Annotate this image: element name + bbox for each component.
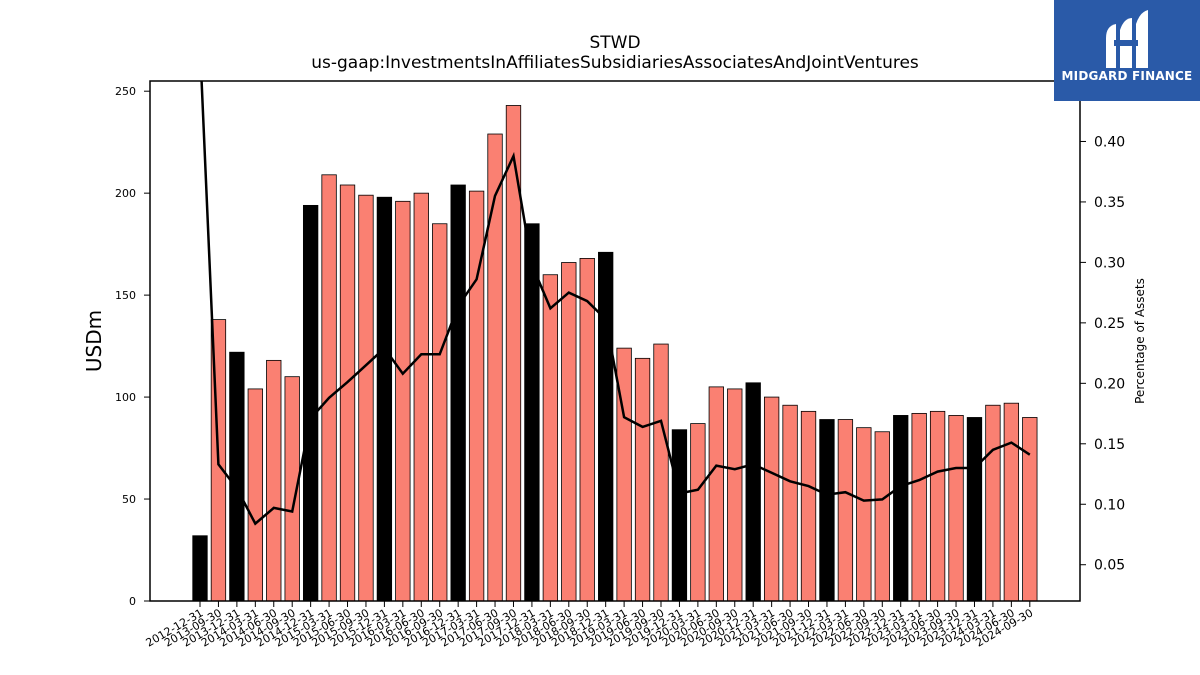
bar-2021-12-31 [820, 420, 835, 601]
y2-tick-label: 0.20 [1094, 376, 1125, 392]
bar-2017-12-31 [525, 224, 540, 601]
bar-2022-12-31 [893, 415, 908, 601]
midgard-logo: MIDGARD FINANCE [1054, 0, 1200, 101]
bar-2016-12-31 [451, 185, 466, 601]
chart: STWD us-gaap:InvestmentsInAffiliatesSubs… [0, 0, 1200, 675]
bar-2016-03-31 [396, 201, 411, 601]
y2-tick-label: 0.15 [1094, 437, 1125, 453]
bar-2015-12-31 [377, 197, 392, 601]
bar-2014-03-31 [248, 389, 263, 601]
bar-2020-03-31 [691, 424, 706, 601]
bar-2015-06-30 [340, 185, 355, 601]
chart-subtitle: us-gaap:InvestmentsInAffiliatesSubsidiar… [311, 53, 919, 73]
bar-2023-09-30 [949, 415, 964, 601]
bar-2016-09-30 [432, 224, 447, 601]
y2-tick-label: 0.10 [1094, 497, 1125, 513]
bar-2019-09-30 [654, 344, 669, 601]
bar-2024-03-31 [986, 405, 1001, 601]
bar-2021-06-30 [783, 405, 798, 601]
bar-2019-06-30 [635, 358, 650, 601]
bar-2023-03-31 [912, 413, 927, 601]
bar-series [193, 105, 1037, 601]
bar-2016-06-30 [414, 193, 429, 601]
bar-2015-03-31 [322, 175, 337, 601]
bar-2022-09-30 [875, 432, 890, 601]
y2-tick-label: 0.35 [1094, 195, 1125, 211]
bar-2018-12-31 [598, 252, 613, 601]
y-tick-label: 50 [122, 493, 136, 506]
bar-2012-12-31 [193, 536, 208, 601]
bar-2018-06-30 [562, 262, 577, 601]
y-axis-right: 0.05 0.10 0.15 0.20 0.25 0.30 0.35 0.40 [1080, 134, 1125, 573]
bar-2018-03-31 [543, 275, 558, 601]
bar-2019-12-31 [672, 430, 687, 601]
bar-2024-09-30 [1023, 417, 1038, 601]
y-tick-label: 200 [115, 187, 136, 200]
bar-2022-06-30 [857, 428, 872, 601]
bar-2023-12-31 [967, 417, 982, 601]
bar-2014-06-30 [267, 360, 282, 601]
y2-tick-label: 0.40 [1094, 134, 1125, 150]
y-tick-label: 100 [115, 391, 136, 404]
chart-title: STWD [589, 33, 640, 53]
bar-2020-12-31 [746, 383, 761, 601]
bar-2020-09-30 [728, 389, 743, 601]
bar-2021-09-30 [801, 411, 816, 601]
bar-2020-06-30 [709, 387, 724, 601]
bar-2022-03-31 [838, 420, 853, 601]
y-tick-label: 150 [115, 289, 136, 302]
bar-2015-09-30 [359, 195, 374, 601]
y-axis-label: USDm [82, 310, 106, 372]
y2-tick-label: 0.30 [1094, 255, 1125, 271]
bar-2017-06-30 [488, 134, 503, 601]
y2-tick-label: 0.05 [1094, 558, 1125, 574]
y2-tick-label: 0.25 [1094, 316, 1125, 332]
y-axis-left: 0 50 100 150 200 250 [115, 85, 150, 608]
midgard-logo-icon [1054, 0, 1200, 70]
x-axis: 2012-12-312013-09-302013-12-312014-03-31… [144, 601, 1036, 650]
bar-2014-12-31 [303, 205, 318, 601]
bar-2021-03-31 [764, 397, 779, 601]
bar-2023-06-30 [930, 411, 945, 601]
y-tick-label: 250 [115, 85, 136, 98]
y2-axis-label: Percentage of Assets [1133, 278, 1147, 404]
logo-text: MIDGARD FINANCE [1054, 69, 1200, 83]
bar-2024-06-30 [1004, 403, 1019, 601]
bar-2013-12-31 [230, 352, 245, 601]
y-tick-label: 0 [129, 595, 136, 608]
bar-2018-09-30 [580, 258, 595, 601]
